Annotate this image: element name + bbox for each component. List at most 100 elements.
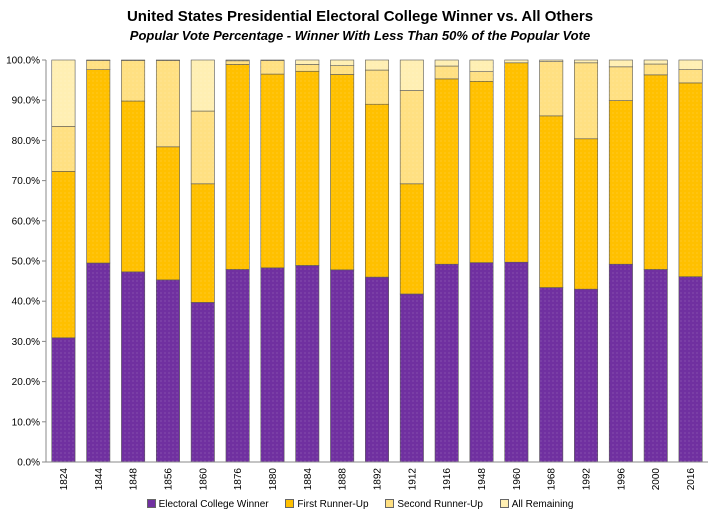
legend-label: Second Runner-Up bbox=[397, 499, 483, 510]
bar-texture-1860-s0 bbox=[191, 302, 215, 462]
x-tick-label: 1848 bbox=[129, 468, 140, 491]
legend-label: All Remaining bbox=[511, 499, 574, 510]
bar-texture-1880-s1 bbox=[260, 74, 285, 268]
legend: Electoral College Winner First Runner-Up… bbox=[0, 499, 720, 510]
bar-texture-1888-s1 bbox=[330, 74, 354, 270]
bar-texture-1948-s2 bbox=[469, 71, 494, 82]
bar-texture-1916-s2 bbox=[435, 66, 459, 79]
y-tick-label: 100.0% bbox=[6, 56, 40, 67]
legend-swatch bbox=[285, 499, 295, 508]
y-tick-label: 40.0% bbox=[12, 297, 40, 308]
bar-texture-1992-s2 bbox=[574, 62, 598, 139]
bar-texture-1968-s3 bbox=[539, 60, 563, 62]
chart-title: United States Presidential Electoral Col… bbox=[126, 8, 594, 25]
y-tick-label: 90.0% bbox=[12, 96, 40, 107]
bar-texture-2016-s3 bbox=[678, 60, 703, 70]
y-tick-label: 60.0% bbox=[12, 216, 40, 227]
bar-texture-1860-s3 bbox=[191, 60, 215, 112]
bar-texture-1876-s2 bbox=[225, 60, 250, 65]
bar-texture-1860-s2 bbox=[191, 111, 215, 184]
bar-texture-1968-s0 bbox=[539, 287, 563, 462]
bar-texture-1892-s1 bbox=[365, 104, 389, 278]
legend-swatch bbox=[146, 499, 156, 508]
x-tick-label: 1880 bbox=[268, 468, 279, 491]
legend-item-second-runner-up: Second Runner-Up bbox=[385, 499, 483, 510]
x-tick-label: 1916 bbox=[442, 468, 453, 491]
bar-texture-1968-s1 bbox=[539, 115, 563, 288]
bar-texture-1916-s3 bbox=[435, 60, 459, 67]
bar-texture-1884-s0 bbox=[295, 265, 319, 462]
y-tick-label: 50.0% bbox=[12, 257, 40, 268]
bars-group bbox=[51, 59, 703, 463]
x-tick-label: 1888 bbox=[338, 468, 349, 491]
bar-texture-1892-s0 bbox=[365, 277, 389, 462]
bar-texture-1992-s1 bbox=[574, 138, 598, 290]
bar-texture-1996-s3 bbox=[609, 60, 633, 67]
bar-texture-1916-s0 bbox=[435, 264, 459, 462]
legend-swatch bbox=[499, 499, 509, 508]
x-tick-label: 1992 bbox=[582, 468, 593, 491]
bar-texture-1860-s1 bbox=[191, 183, 215, 303]
x-tick-label: 1856 bbox=[163, 468, 174, 491]
bar-texture-1912-s3 bbox=[400, 60, 424, 91]
bar-texture-2016-s2 bbox=[678, 69, 703, 83]
bar-texture-2000-s1 bbox=[644, 74, 668, 270]
y-tick-label: 20.0% bbox=[12, 377, 40, 388]
x-tick-label: 1876 bbox=[233, 468, 244, 491]
bar-texture-1892-s2 bbox=[365, 70, 389, 105]
bar-texture-1884-s2 bbox=[295, 64, 319, 72]
y-tick-label: 10.0% bbox=[12, 417, 40, 428]
bar-texture-1916-s1 bbox=[435, 78, 459, 265]
legend-item-first-runner-up: First Runner-Up bbox=[285, 499, 369, 510]
x-tick-label: 1824 bbox=[59, 468, 70, 491]
bar-texture-1960-s0 bbox=[504, 262, 529, 462]
bar-texture-1888-s2 bbox=[330, 65, 354, 75]
bar-texture-1884-s3 bbox=[295, 60, 319, 65]
bar-texture-1884-s1 bbox=[295, 71, 319, 266]
legend-swatch bbox=[385, 499, 395, 508]
bar-texture-1856-s0 bbox=[156, 279, 180, 462]
bar-texture-1824-s3 bbox=[51, 60, 76, 127]
legend-item-winner: Electoral College Winner bbox=[146, 499, 269, 510]
x-tick-label: 1960 bbox=[512, 468, 523, 491]
bar-texture-1844-s1 bbox=[86, 69, 110, 264]
axes-group: 1824 1844 1848 1856 1860 1876 1880 1884 1888 1892… bbox=[6, 56, 708, 491]
bar-texture-1880-s0 bbox=[260, 267, 285, 462]
x-tick-label: 1844 bbox=[94, 468, 105, 491]
x-tick-label: 1948 bbox=[477, 468, 488, 491]
bar-texture-1876-s1 bbox=[225, 64, 250, 270]
bar-texture-1880-s2 bbox=[260, 60, 285, 75]
y-tick-label: 30.0% bbox=[12, 337, 40, 348]
bar-texture-2016-s0 bbox=[678, 276, 703, 462]
bar-texture-1856-s1 bbox=[156, 146, 180, 280]
bar-texture-1992-s0 bbox=[574, 289, 598, 462]
bar-texture-1948-s3 bbox=[469, 60, 494, 72]
bar-texture-1844-s2 bbox=[86, 60, 110, 70]
bar-texture-1888-s3 bbox=[330, 60, 354, 66]
bar-texture-1948-s0 bbox=[469, 262, 494, 462]
bar-texture-1824-s0 bbox=[51, 337, 76, 462]
bar-texture-1912-s0 bbox=[400, 293, 424, 462]
x-tick-label: 1892 bbox=[373, 468, 384, 491]
bar-texture-1912-s2 bbox=[400, 90, 424, 184]
legend-label: Electoral College Winner bbox=[158, 499, 269, 510]
bar-texture-1824-s2 bbox=[51, 126, 76, 172]
bar-texture-1960-s1 bbox=[504, 62, 529, 263]
x-tick-label: 2000 bbox=[651, 468, 662, 491]
x-tick-label: 1996 bbox=[616, 468, 627, 491]
bar-texture-1912-s1 bbox=[400, 183, 424, 294]
bar-texture-2000-s2 bbox=[644, 64, 668, 75]
x-tick-label: 1884 bbox=[303, 468, 314, 491]
bar-texture-1968-s2 bbox=[539, 61, 563, 116]
bar-texture-2000-s3 bbox=[644, 60, 668, 65]
bar-texture-1848-s0 bbox=[121, 271, 145, 462]
bar-texture-1996-s1 bbox=[609, 100, 633, 265]
bar-texture-1848-s2 bbox=[121, 60, 145, 101]
bar-texture-1888-s0 bbox=[330, 269, 354, 462]
bar-texture-1848-s1 bbox=[121, 101, 145, 272]
x-tick-label: 1968 bbox=[547, 468, 558, 491]
bar-texture-1992-s3 bbox=[574, 60, 598, 63]
bar-texture-1876-s0 bbox=[225, 269, 250, 462]
bar-texture-1824-s1 bbox=[51, 171, 76, 338]
